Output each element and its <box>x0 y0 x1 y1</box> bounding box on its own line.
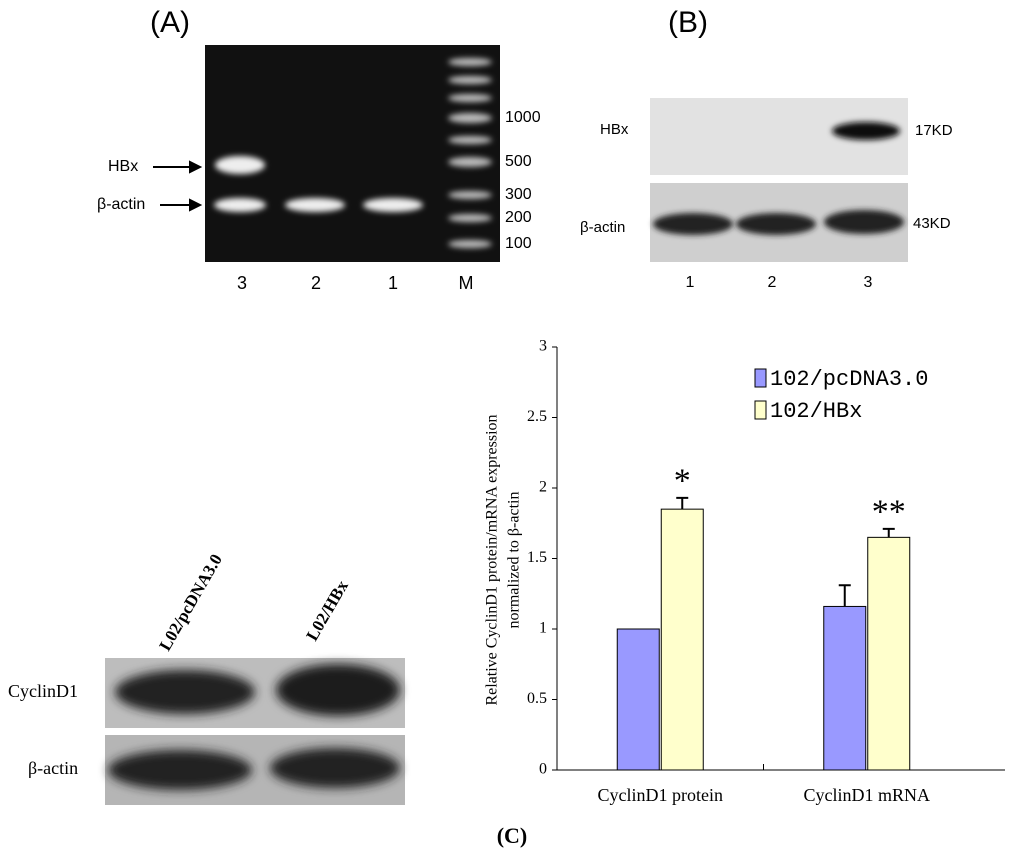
panel-label: (A) <box>150 6 190 39</box>
ladder-label: 500 <box>505 153 532 170</box>
size-label: 43KD <box>913 215 951 232</box>
lane-label: 1 <box>388 273 398 293</box>
row-label: β-actin <box>28 758 78 778</box>
panel-label: (B) <box>668 6 708 39</box>
legend-swatch <box>754 368 767 388</box>
lane-label: L02/pcDNA3.0 <box>155 551 226 654</box>
error-bar <box>676 496 689 510</box>
panel-label: (C) <box>497 823 528 848</box>
lane-label: 1 <box>686 274 695 291</box>
y-tick-label: 3 <box>539 338 547 355</box>
lane-label: 2 <box>311 273 321 293</box>
legend-swatch <box>754 400 767 420</box>
y-tick-label: 1.5 <box>527 549 547 566</box>
ladder-label: 200 <box>505 209 532 226</box>
band-label: β-actin <box>97 196 145 213</box>
y-tick-label: 2 <box>539 479 547 496</box>
blot-b <box>650 98 908 262</box>
x-tick-label: CyclinD1 mRNA <box>803 785 930 805</box>
lane-label: L02/HBx <box>302 577 352 644</box>
y-axis-label: Relative CyclinD1 protein/mRNA expressio… <box>484 414 501 705</box>
blot-c <box>105 658 405 805</box>
row-label: β-actin <box>580 219 625 236</box>
x-tick-label: CyclinD1 protein <box>598 785 723 805</box>
bar <box>867 536 911 771</box>
annotation: ** <box>872 494 906 531</box>
bar <box>616 628 660 771</box>
error-bar <box>838 584 851 607</box>
row-label: HBx <box>600 121 629 138</box>
bar-chart: 0 0.5 1 1.5 2 2.5 3 Relative CyclinD1 protein/m… <box>484 338 1005 805</box>
error-bar <box>882 527 895 538</box>
lane-label: 3 <box>237 273 247 293</box>
annotation: * <box>674 463 691 500</box>
arrows <box>153 160 203 212</box>
legend-label: 102/HBx <box>770 399 862 424</box>
row-label: CyclinD1 <box>8 681 78 701</box>
legend-label: 102/pcDNA3.0 <box>770 367 928 392</box>
bar <box>660 508 704 771</box>
band-label: HBx <box>108 158 138 175</box>
y-tick-label: 2.5 <box>527 408 547 425</box>
gel-a <box>205 45 500 262</box>
ladder-label: 300 <box>505 186 532 203</box>
y-tick-label: 0.5 <box>527 690 547 707</box>
lane-label: M <box>459 273 474 293</box>
ladder-label: 100 <box>505 235 532 252</box>
y-tick-label: 1 <box>539 620 547 637</box>
ladder-label: 1000 <box>505 109 541 126</box>
lane-label: 3 <box>864 274 873 291</box>
y-axis-label: normalized to β-actin <box>506 492 523 629</box>
bar <box>823 605 867 771</box>
lane-label: 2 <box>768 274 777 291</box>
y-tick-label: 0 <box>539 761 547 778</box>
size-label: 17KD <box>915 122 953 139</box>
